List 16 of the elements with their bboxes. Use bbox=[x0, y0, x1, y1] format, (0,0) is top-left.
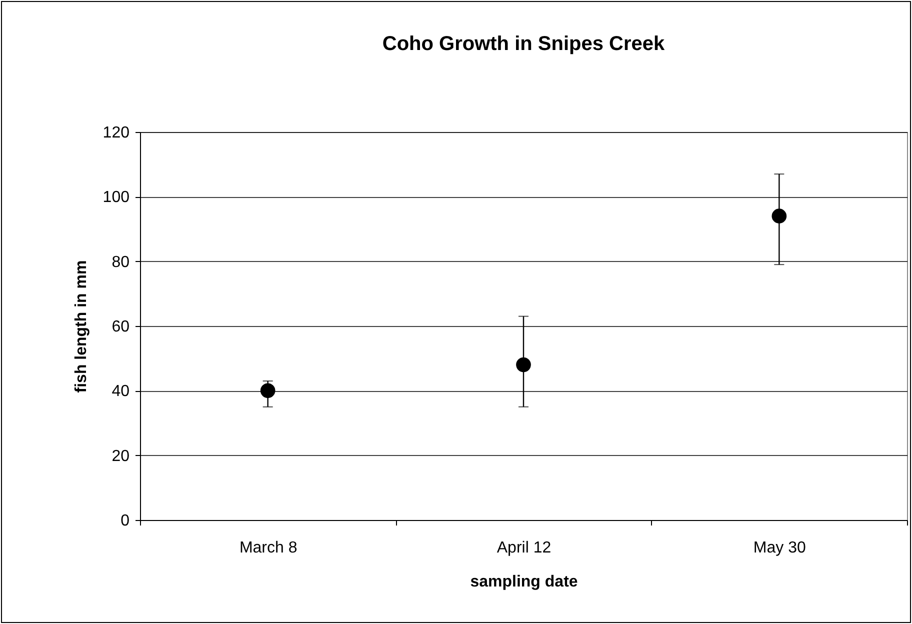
y-tick-label: 120 bbox=[102, 124, 130, 142]
y-tick-label: 80 bbox=[112, 254, 130, 271]
y-tick-label: 0 bbox=[120, 512, 130, 530]
y-tick-label: 60 bbox=[112, 318, 130, 336]
x-tick-label: May 30 bbox=[753, 540, 806, 556]
y-tick-label: 100 bbox=[102, 189, 130, 206]
x-axis-title: sampling date bbox=[470, 574, 578, 590]
y-tick-label: 20 bbox=[112, 448, 130, 465]
x-tick-label: March 8 bbox=[239, 540, 298, 556]
point bbox=[772, 208, 787, 224]
y-axis-title: fish length in mm bbox=[72, 260, 90, 393]
point bbox=[516, 357, 531, 372]
y-tick-label: 40 bbox=[112, 383, 130, 400]
point bbox=[260, 383, 276, 398]
x-tick-label: April 12 bbox=[496, 540, 552, 556]
chart-title: Coho Growth in Snipes Creek bbox=[382, 33, 666, 55]
